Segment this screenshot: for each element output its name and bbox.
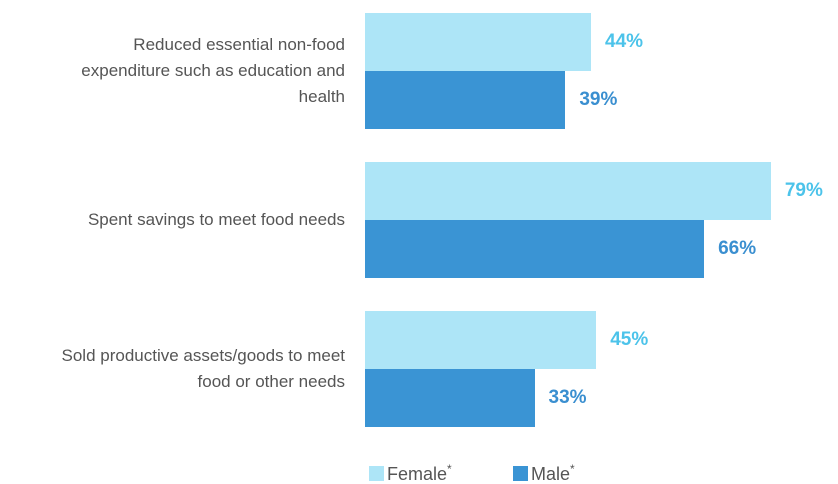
legend-swatch bbox=[369, 466, 384, 481]
legend-swatch bbox=[513, 466, 528, 481]
legend-label: Female bbox=[387, 464, 448, 484]
category-label: Reduced essential non-food expenditure s… bbox=[81, 35, 345, 106]
value-label: 39% bbox=[579, 89, 618, 110]
value-label: 44% bbox=[605, 31, 644, 52]
legend-suffix: * bbox=[447, 462, 452, 476]
bar bbox=[365, 369, 535, 427]
legend-text: Male* bbox=[531, 462, 575, 484]
category-label: Spent savings to meet food needs bbox=[87, 210, 345, 229]
bar bbox=[365, 220, 705, 278]
legend-label: Male bbox=[531, 464, 571, 484]
bar bbox=[365, 13, 592, 71]
legend-text: Female* bbox=[387, 462, 452, 484]
value-label: 79% bbox=[784, 180, 823, 201]
value-label: 66% bbox=[718, 238, 757, 259]
legend-suffix: * bbox=[570, 462, 575, 476]
category-label: Sold productive assets/goods to meet foo… bbox=[61, 346, 346, 391]
value-label: 33% bbox=[548, 387, 587, 408]
bar bbox=[365, 311, 597, 369]
bar bbox=[365, 162, 771, 220]
value-label: 45% bbox=[610, 329, 649, 350]
bar bbox=[365, 71, 566, 129]
